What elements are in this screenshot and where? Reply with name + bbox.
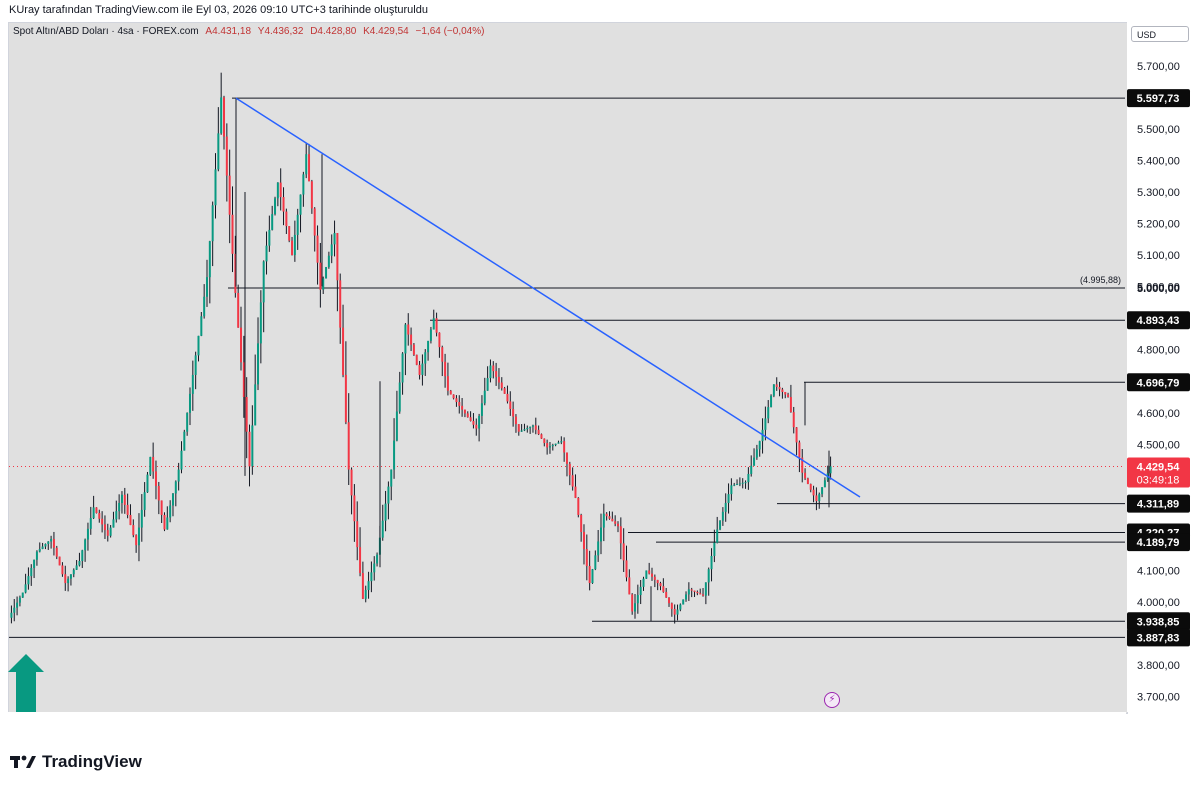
chart-pane[interactable] xyxy=(8,22,1128,714)
symbol-name[interactable]: Spot Altın/ABD Doları · 4sa · FOREX.com xyxy=(13,26,199,37)
high-value: Y4.436,32 xyxy=(257,26,304,37)
low-value: D4.428,80 xyxy=(310,26,357,37)
time-axis[interactable] xyxy=(8,712,1126,738)
currency-button[interactable]: USD xyxy=(1131,26,1189,42)
up-arrow-icon[interactable] xyxy=(8,652,44,712)
open-value: A4.431,18 xyxy=(205,26,252,37)
lightning-icon[interactable]: ⚡ xyxy=(824,692,840,708)
tradingview-logo-icon xyxy=(10,755,36,768)
tradingview-logo: TradingView xyxy=(10,752,142,772)
close-value: K4.429,54 xyxy=(363,26,409,37)
logo-text: TradingView xyxy=(42,752,142,771)
price-scale-panel[interactable] xyxy=(1127,22,1200,712)
attribution-text: KUray tarafından TradingView.com ile Eyl… xyxy=(9,4,428,16)
symbol-legend: Spot Altın/ABD Doları · 4sa · FOREX.com … xyxy=(13,26,484,37)
change-value: −1,64 (−0,04%) xyxy=(415,26,485,37)
